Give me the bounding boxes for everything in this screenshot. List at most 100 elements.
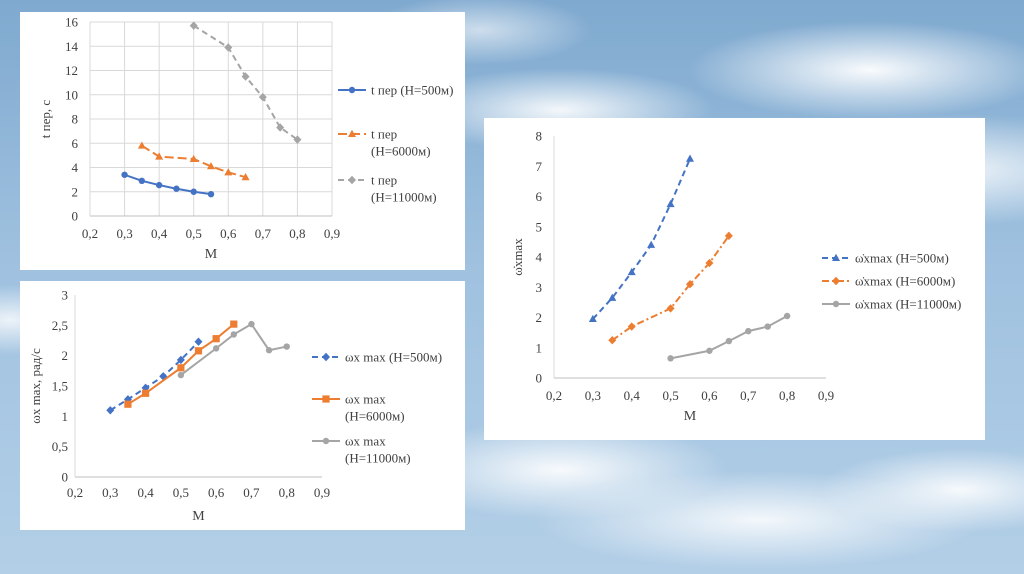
data-point <box>194 347 203 355</box>
series-line <box>193 24 299 141</box>
chart-roll-acceleration: 0 1 2 3 4 5 6 7 8 0,2 0,3 0,4 0,5 0,6 0,7 0,8 0,9 Mω̇xmax… <box>510 129 961 425</box>
y-tick-label: 3 <box>62 288 69 303</box>
series-1 <box>588 154 694 323</box>
data-point <box>189 21 198 30</box>
x-tick-label: 0,7 <box>243 485 260 500</box>
x-tick-label: 0,6 <box>220 226 237 241</box>
data-point <box>207 190 215 198</box>
legend-entry-3: t пер (H=11000м) <box>338 173 437 205</box>
data-point <box>608 293 617 301</box>
x-tick-label: 0,3 <box>116 226 132 241</box>
legend-entry-1: ωx max (H=500м) <box>312 350 442 365</box>
data-point <box>764 323 771 330</box>
legend-entry-3: ωx max (H=11000м) <box>312 434 411 466</box>
y-tick-label: 3 <box>536 280 543 295</box>
data-point <box>207 162 215 170</box>
data-point <box>190 188 197 195</box>
y-axis-title: t пер, с <box>38 100 53 139</box>
x-tick-label: 0,5 <box>186 226 202 241</box>
legend-label: ω̇xmax (H=500м) <box>855 251 949 266</box>
x-tick-label: 0,9 <box>324 226 340 241</box>
x-tick-label: 0,3 <box>102 485 118 500</box>
legend-label: t пер <box>371 173 397 188</box>
legend-label: (H=6000м) <box>371 144 431 159</box>
data-point <box>705 258 714 268</box>
data-point <box>724 231 733 241</box>
data-point <box>241 173 250 181</box>
x-tick-label: 0,6 <box>208 485 225 500</box>
data-point <box>276 123 285 132</box>
data-point <box>124 400 132 408</box>
y-tick-label: 0 <box>72 209 79 224</box>
series-1 <box>106 337 203 415</box>
legend-marker <box>832 300 840 308</box>
data-point <box>293 135 302 144</box>
legend-entry-2: t пер (H=6000м) <box>338 127 431 159</box>
legend-marker <box>348 86 356 94</box>
x-tick-label: 0,2 <box>82 226 98 241</box>
data-point <box>212 345 220 352</box>
data-point <box>137 141 146 149</box>
data-point <box>194 337 203 346</box>
series-2 <box>137 141 250 181</box>
series-2 <box>608 231 733 345</box>
legend-label: t пер (H=500м) <box>371 83 453 98</box>
data-point <box>155 181 163 189</box>
data-point <box>230 331 237 338</box>
series-line <box>611 235 730 342</box>
y-tick-label: 14 <box>65 39 79 54</box>
y-tick-label: 2 <box>536 310 543 325</box>
series-3 <box>189 21 302 144</box>
data-point <box>176 355 185 365</box>
y-tick-label: 16 <box>65 15 79 30</box>
y-tick-label: 2 <box>62 348 69 363</box>
data-point <box>189 154 198 163</box>
legend-entry-2: ωx max (H=6000м) <box>312 392 405 424</box>
data-point <box>706 347 713 354</box>
x-tick-label: 0,9 <box>314 485 330 500</box>
data-point <box>241 72 250 81</box>
series-line <box>670 315 788 360</box>
legend-entry-1: ω̇xmax (H=500м) <box>822 251 949 266</box>
data-point <box>686 154 694 162</box>
legend-entry-3: ω̇xmax (H=11000м) <box>822 297 961 312</box>
x-tick-label: 0,9 <box>818 388 834 403</box>
series-3 <box>177 320 290 379</box>
legend-label: (H=6000м) <box>345 409 405 424</box>
x-tick-label: 0,4 <box>624 388 641 403</box>
legend-marker <box>832 253 840 261</box>
data-point <box>230 320 238 328</box>
y-tick-label: 0 <box>536 371 543 386</box>
x-axis-title: M <box>205 247 218 262</box>
chart-roll-rate: 0 0,5 1 1,5 2 2,5 3 0,2 0,3 0,4 0,5 0,6 0,7 0,8 0,9 Mωx… <box>28 288 442 525</box>
legend-label: ω̇xmax (H=6000м) <box>855 274 955 289</box>
data-point <box>745 327 752 335</box>
series-3 <box>667 312 791 362</box>
data-point <box>686 280 694 289</box>
x-tick-label: 0,8 <box>279 485 295 500</box>
y-tick-label: 6 <box>536 189 543 204</box>
chart-transition-time: 0 2 4 6 8 10 12 14 16 0,2 0,3 0,4 0,5 0,6 0,7 0,8 0,9 Mt … <box>38 15 453 263</box>
y-tick-label: 4 <box>72 160 79 175</box>
data-point <box>627 267 636 276</box>
x-tick-label: 0,4 <box>151 226 168 241</box>
x-axis-title: M <box>684 409 697 424</box>
data-point <box>666 199 675 208</box>
data-point <box>212 335 220 343</box>
data-point <box>608 335 617 345</box>
legend-label: ω̇xmax (H=11000м) <box>855 297 961 312</box>
x-tick-label: 0,5 <box>662 388 678 403</box>
y-tick-label: 1 <box>536 340 543 355</box>
series-line <box>141 144 246 179</box>
y-tick-label: 0 <box>62 470 69 485</box>
data-point <box>588 314 597 323</box>
data-point <box>141 389 150 397</box>
data-point <box>248 320 255 328</box>
legend-label: (H=11000м) <box>371 190 437 205</box>
data-point <box>647 240 656 248</box>
legend-marker <box>322 352 330 362</box>
series-1 <box>121 171 215 198</box>
legend-marker <box>348 129 356 137</box>
